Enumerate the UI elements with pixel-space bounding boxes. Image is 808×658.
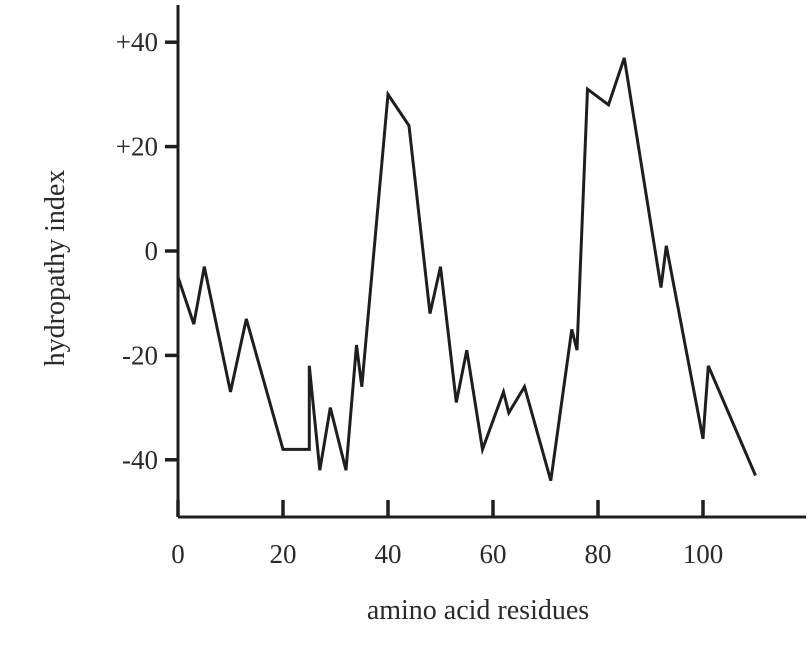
hydropathy-line xyxy=(176,57,757,482)
y-axis-title: hydropathy index xyxy=(40,170,71,367)
x-tick-label: 100 xyxy=(683,539,724,569)
y-tick-label: -40 xyxy=(122,445,158,475)
series xyxy=(176,57,757,482)
y-tick-label: +20 xyxy=(116,132,158,162)
x-tick-label: 20 xyxy=(270,539,297,569)
y-tick-label: 0 xyxy=(145,236,159,266)
y-tick-label: +40 xyxy=(116,27,158,57)
x-tick-label: 80 xyxy=(585,539,612,569)
x-tick-label: 60 xyxy=(480,539,507,569)
y-tick-label: -20 xyxy=(122,340,158,370)
x-tick-label: 40 xyxy=(375,539,402,569)
x-ticks: 0 20 40 60 80 100 xyxy=(171,500,723,569)
x-axis-title: amino acid residues xyxy=(367,595,589,626)
x-tick-label: 0 xyxy=(171,539,185,569)
y-ticks: +40 +20 0 -20 -40 xyxy=(116,27,178,475)
